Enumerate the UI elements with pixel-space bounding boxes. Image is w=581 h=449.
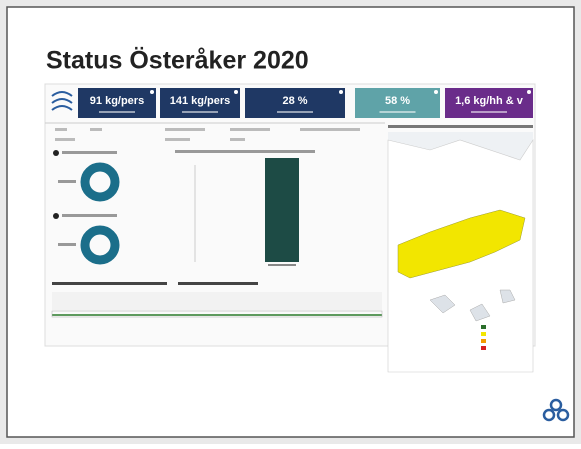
info-icon [339,90,343,94]
kpi-caption [99,111,135,113]
info-icon [150,90,154,94]
logo [51,91,73,111]
dashboard: 91 kg/pers 141 kg/pers 28 % 58 % 1,6 kg/hh &… [44,83,536,373]
filters [55,128,360,141]
kpi-caption [379,111,416,113]
slide-title: Status Österåker 2020 [46,46,309,75]
kpi-value: 91 kg/pers [90,95,144,107]
map [387,125,534,373]
info-icon [434,90,438,94]
map-legend [481,325,486,350]
kpi-value: 1,6 kg/hh & v [455,95,524,107]
kpi-caption [182,111,218,113]
info-icon [527,90,531,94]
kpi-caption [277,111,313,113]
bar-chart [175,150,315,266]
donut-1 [53,150,120,202]
brand-logo [542,398,570,422]
kpi-value: 141 kg/pers [170,95,231,107]
donut-2 [53,213,120,265]
kpi-value: 28 % [282,95,307,107]
info-icon [234,90,238,94]
kpi-value: 58 % [385,95,410,107]
kpi-caption [471,111,507,113]
tables [51,282,383,318]
